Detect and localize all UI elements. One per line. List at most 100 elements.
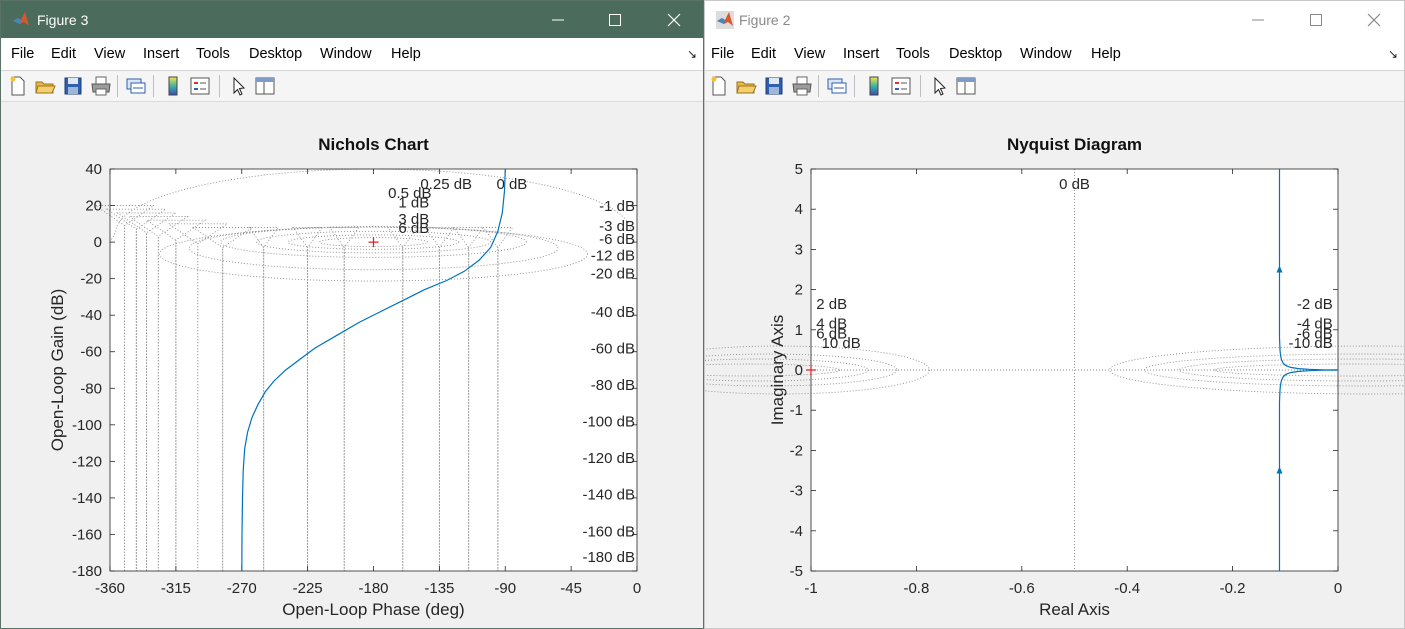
x-tick-label: -180 [358, 580, 388, 597]
y-tick-label: 20 [85, 198, 102, 215]
x-axis-label: Open-Loop Phase (deg) [282, 600, 464, 619]
link-plot-icon[interactable] [826, 75, 848, 97]
matlab-logo-icon [13, 12, 29, 26]
m-circle [705, 345, 930, 395]
x-axis-label: Real Axis [1039, 600, 1110, 619]
y-axis-label: Open-Loop Gain (dB) [48, 289, 67, 452]
grid-label: -3 dB [599, 218, 635, 235]
menu-help[interactable]: Help [391, 46, 421, 62]
menubar: File Edit View Insert Tools Desktop Wind… [705, 38, 1404, 71]
grid-label: -2 dB [1297, 296, 1333, 313]
grid-label: 0.25 dB [420, 176, 472, 193]
minimize-button[interactable] [1235, 1, 1281, 38]
menu-desktop[interactable]: Desktop [949, 46, 1003, 62]
x-tick-label: -315 [161, 580, 191, 597]
open-file-icon[interactable] [735, 75, 757, 97]
response-curve [241, 168, 506, 572]
m-circle [1178, 358, 1404, 382]
toolbar-separator [219, 75, 220, 97]
window-title: Figure 2 [739, 12, 791, 28]
toolbar-separator [920, 75, 921, 97]
select-arrow-icon[interactable] [227, 75, 249, 97]
new-figure-icon[interactable] [7, 75, 29, 97]
x-tick-label: -0.2 [1220, 580, 1246, 597]
close-button[interactable] [651, 1, 697, 38]
y-tick-label: 40 [85, 161, 102, 178]
y-tick-label: 2 [795, 282, 803, 299]
grid-label: 4 dB [816, 316, 847, 333]
dock-arrow-icon[interactable]: ↘ [686, 47, 697, 61]
y-tick-label: -160 [72, 526, 102, 543]
menu-edit[interactable]: Edit [51, 46, 76, 62]
x-tick-label: 0 [633, 580, 641, 597]
legend-icon[interactable] [890, 75, 912, 97]
x-tick-label: -1 [804, 580, 817, 597]
grid-label: 2 dB [816, 296, 847, 313]
grid-label: 10 dB [822, 335, 861, 352]
menu-help[interactable]: Help [1091, 46, 1121, 62]
maximize-button[interactable] [1293, 1, 1339, 38]
menu-window[interactable]: Window [1020, 46, 1072, 62]
grid-label: -12 dB [591, 247, 635, 264]
n-contour [115, 212, 178, 571]
n-contour [127, 216, 190, 571]
grid-label: 0 dB [1059, 176, 1090, 193]
property-editor-icon[interactable] [955, 75, 977, 97]
y-axis-label: Imaginary Axis [768, 315, 787, 426]
save-icon[interactable] [62, 75, 84, 97]
minimize-button[interactable] [535, 1, 581, 38]
direction-arrow [1276, 265, 1283, 273]
y-tick-label: 4 [795, 201, 803, 218]
select-arrow-icon[interactable] [928, 75, 950, 97]
print-icon[interactable] [791, 75, 813, 97]
minimize-icon [1252, 19, 1264, 20]
figure3-titlebar[interactable]: Figure 3 [1, 1, 703, 38]
legend-icon[interactable] [189, 75, 211, 97]
nyquist-curve [1278, 369, 1338, 571]
grid-label: 1 dB [398, 194, 429, 211]
link-plot-icon[interactable] [125, 75, 147, 97]
close-button[interactable] [1351, 1, 1397, 38]
menu-file[interactable]: File [11, 46, 35, 62]
menu-window[interactable]: Window [320, 46, 372, 62]
menu-view[interactable]: View [94, 46, 126, 62]
toolbar-separator [117, 75, 118, 97]
n-contour [423, 227, 455, 571]
x-tick-label: -0.6 [1009, 580, 1035, 597]
nyquist-diagram[interactable]: -1 -0.8 -0.6 -0.4 -0.2 0 5 4 3 2 1 0 -1 -2 -3 -4 -5 Nyqui… [705, 102, 1404, 629]
menu-insert[interactable]: Insert [143, 46, 180, 62]
dock-arrow-icon[interactable]: ↘ [1387, 47, 1398, 61]
menu-tools[interactable]: Tools [896, 46, 930, 62]
colorbar-icon[interactable] [162, 75, 184, 97]
n-contour [292, 227, 324, 571]
print-icon[interactable] [90, 75, 112, 97]
menu-edit[interactable]: Edit [751, 46, 776, 62]
menu-insert[interactable]: Insert [843, 46, 880, 62]
grid-label: -40 dB [591, 304, 635, 321]
menu-view[interactable]: View [794, 46, 826, 62]
x-tick-label: -0.8 [903, 580, 929, 597]
menu-tools[interactable]: Tools [196, 46, 230, 62]
x-tick-label: -270 [227, 580, 257, 597]
nichols-chart[interactable]: -360 -315 -270 -225 -180 -135 -90 -45 0 40 20 0 -20 -… [1, 102, 703, 629]
menu-file[interactable]: File [711, 46, 735, 62]
grid-label: 0.5 dB [388, 185, 431, 202]
figure3-window[interactable]: Figure 3 File Edit View Insert Tools Des… [0, 0, 704, 629]
new-figure-icon[interactable] [708, 75, 730, 97]
m-contour [188, 226, 559, 271]
property-editor-icon[interactable] [254, 75, 276, 97]
figure2-titlebar[interactable]: Figure 2 [705, 1, 1404, 38]
menu-desktop[interactable]: Desktop [249, 46, 303, 62]
grid-label: -10 dB [1289, 335, 1333, 352]
grid-label: -1 dB [599, 198, 635, 215]
x-tick-label: 0 [1334, 580, 1342, 597]
maximize-button[interactable] [592, 1, 638, 38]
minimize-icon [552, 19, 564, 20]
critical-point-marker [806, 365, 816, 375]
y-tick-label: 5 [795, 161, 803, 178]
x-tick-label: -45 [560, 580, 582, 597]
colorbar-icon[interactable] [863, 75, 885, 97]
open-file-icon[interactable] [34, 75, 56, 97]
figure2-window[interactable]: Figure 2 File Edit View Insert Tools Des… [704, 0, 1405, 629]
save-icon[interactable] [763, 75, 785, 97]
